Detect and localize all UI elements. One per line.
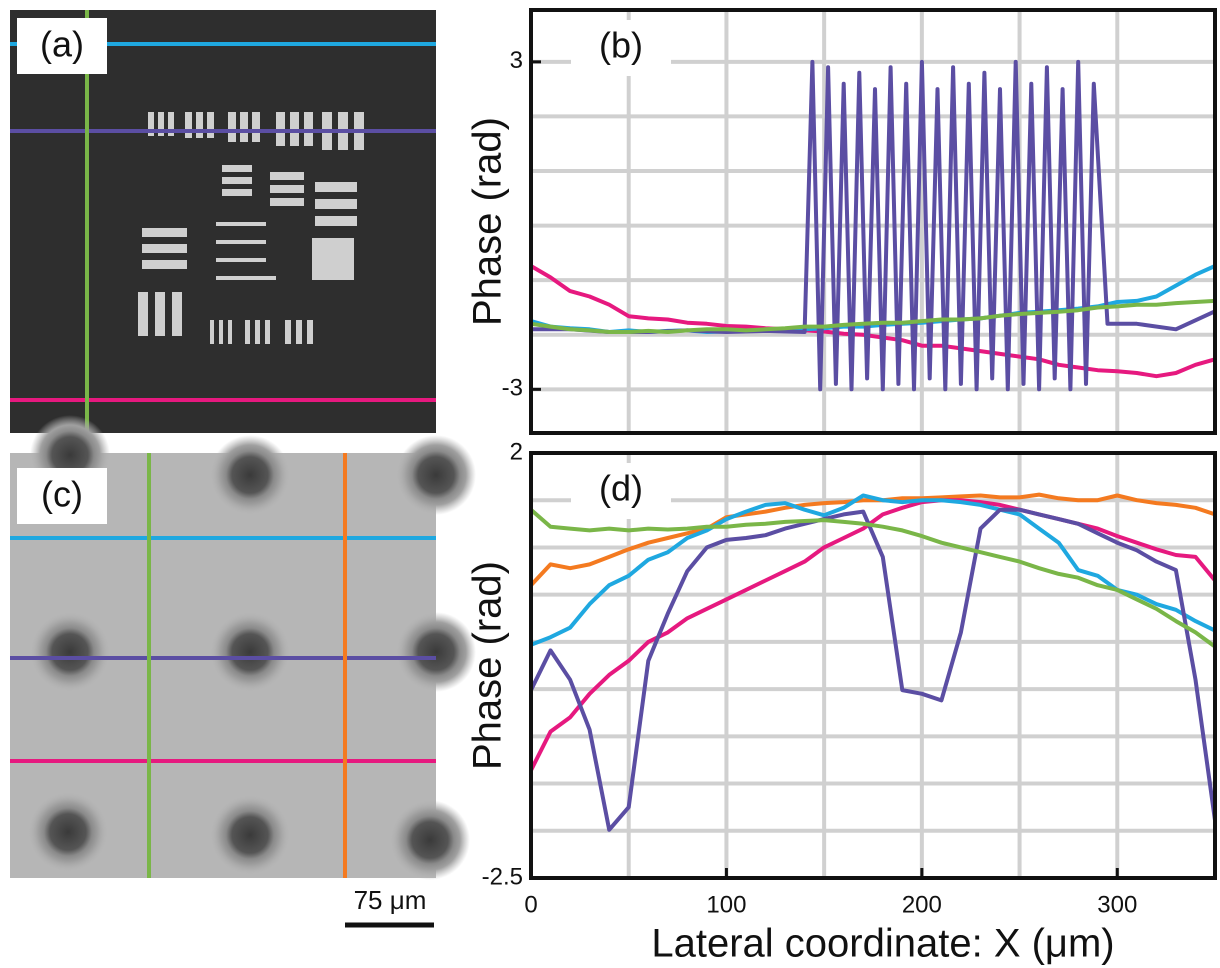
data-line bbox=[529, 498, 1217, 772]
scale-bar-label: 75 μm bbox=[354, 885, 427, 915]
data-line bbox=[531, 59, 1216, 392]
panel-label: (c) bbox=[41, 474, 83, 515]
panel-label: (b) bbox=[599, 25, 643, 66]
lens-dots bbox=[28, 415, 476, 880]
data-line bbox=[529, 508, 1217, 649]
label-box bbox=[571, 20, 671, 76]
data-line bbox=[530, 298, 1216, 334]
y-axis-label: Phase (rad) bbox=[466, 561, 510, 770]
x-tick-label: 100 bbox=[706, 891, 746, 918]
y-tick-label: -3 bbox=[502, 375, 523, 402]
label-box bbox=[571, 463, 671, 519]
x-tick-label: 200 bbox=[902, 891, 942, 918]
image-c: (c) 75 μm bbox=[10, 415, 476, 928]
plot-frame bbox=[529, 451, 1217, 880]
data-line bbox=[529, 264, 1216, 379]
target-bars bbox=[138, 112, 364, 344]
y-tick-label: 3 bbox=[510, 47, 523, 74]
data-line bbox=[530, 493, 1216, 647]
label-box bbox=[17, 18, 107, 74]
y-tick-label: -2.5 bbox=[482, 863, 523, 890]
panel-label: (d) bbox=[599, 468, 643, 509]
x-axis-label: Lateral coordinate: X (μm) bbox=[651, 922, 1114, 966]
panel-label: (a) bbox=[40, 24, 84, 65]
x-tick-label: 300 bbox=[1097, 891, 1137, 918]
data-line bbox=[529, 507, 1217, 832]
plot-frame bbox=[529, 8, 1217, 435]
x-tick-label: 0 bbox=[524, 891, 537, 918]
image-background bbox=[10, 10, 436, 433]
y-axis-label: Phase (rad) bbox=[466, 117, 510, 326]
data-line bbox=[529, 492, 1216, 587]
image-a: (a) bbox=[10, 10, 436, 433]
label-box bbox=[17, 468, 107, 524]
y-tick-label: 2 bbox=[510, 438, 523, 465]
